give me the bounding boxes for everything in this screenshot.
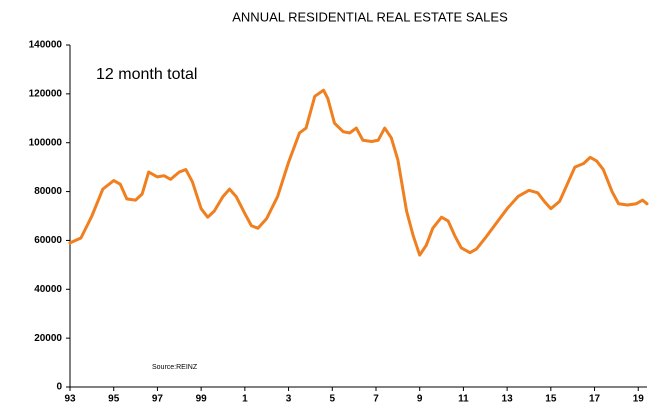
x-tick-label: 97 (152, 394, 164, 405)
y-tick-label: 40000 (34, 284, 62, 295)
x-tick-label: 99 (196, 394, 208, 405)
y-tick-label: 140000 (29, 40, 63, 51)
x-tick-label: 1 (242, 394, 248, 405)
y-tick-label: 20000 (34, 333, 62, 344)
y-tick-label: 100000 (29, 137, 63, 148)
x-tick-label: 9 (417, 394, 423, 405)
y-tick-label: 80000 (34, 186, 62, 197)
x-tick-label: 95 (108, 394, 120, 405)
x-tick-label: 19 (633, 394, 645, 405)
y-tick-label: 0 (56, 382, 62, 393)
x-tick-label: 13 (502, 394, 514, 405)
x-tick-label: 15 (545, 394, 557, 405)
x-tick-label: 3 (286, 394, 292, 405)
x-tick-label: 93 (64, 394, 76, 405)
series-line (68, 88, 649, 257)
y-tick-label: 120000 (29, 88, 63, 99)
source-note: Source:REINZ (152, 364, 198, 371)
x-tick-label: 5 (329, 394, 335, 405)
y-tick-label: 60000 (34, 235, 62, 246)
chart-title: ANNUAL RESIDENTIAL REAL ESTATE SALES (232, 9, 508, 24)
annotation: 12 month total (96, 66, 197, 83)
x-tick-label: 17 (589, 394, 601, 405)
x-tick-label: 11 (458, 394, 469, 405)
x-tick-label: 7 (373, 394, 379, 405)
